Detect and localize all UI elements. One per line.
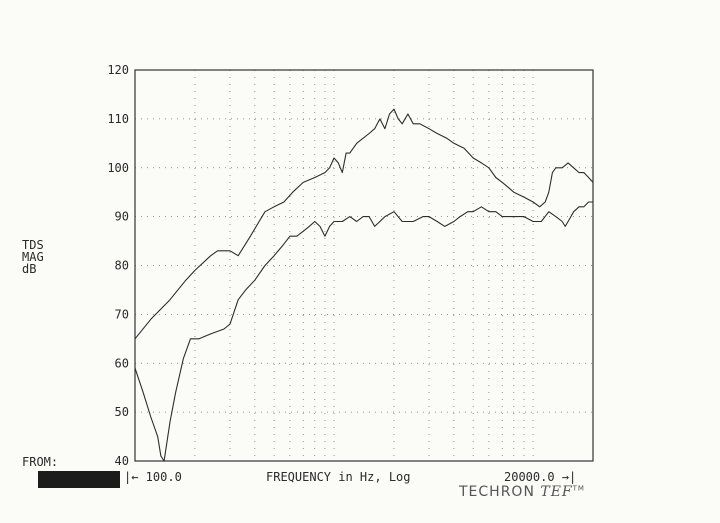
y-axis-label: TDS MAG dB: [22, 238, 44, 276]
series-line-2: [134, 201, 593, 462]
y-tick-label-2: 60: [115, 356, 129, 370]
x-axis-label: FREQUENCY in Hz, Log: [266, 470, 411, 484]
from-label: FROM:: [22, 455, 59, 469]
y-tick-label-3: 70: [115, 307, 129, 321]
y-axis-label-line-1: TDS: [22, 238, 44, 252]
y-tick-label-7: 110: [107, 112, 129, 126]
brand-tef: TEF: [540, 484, 573, 500]
y-tick-labels: 40 50 60 70 80 90 100 110 120: [107, 63, 129, 468]
series-line-1: [134, 108, 594, 340]
chart-series: [134, 108, 594, 462]
chart-frame: [134, 69, 594, 462]
x-start-label: |← 100.0: [124, 470, 182, 484]
y-tick-label-5: 90: [115, 210, 129, 224]
redacted-box: [38, 471, 120, 488]
x-end-label: 20000.0 →|: [504, 470, 577, 484]
plot-border: [134, 69, 594, 462]
y-axis-label-line-3: dB: [22, 262, 37, 276]
y-tick-label-0: 40: [115, 454, 129, 468]
brand-techron: TECHRON: [459, 484, 535, 500]
y-tick-label-6: 100: [107, 161, 129, 175]
y-tick-label-8: 120: [107, 63, 129, 77]
y-axis-label-line-2: MAG: [22, 250, 44, 264]
chart-grid: [134, 69, 594, 462]
brand-tm: TM: [572, 484, 585, 493]
x-axis-row: |← 100.0 FREQUENCY in Hz, Log 20000.0 →|: [124, 470, 604, 486]
brand-logo: TECHRON TEFTM: [459, 484, 585, 500]
y-tick-label-1: 50: [115, 405, 129, 419]
y-tick-label-4: 80: [115, 259, 129, 273]
